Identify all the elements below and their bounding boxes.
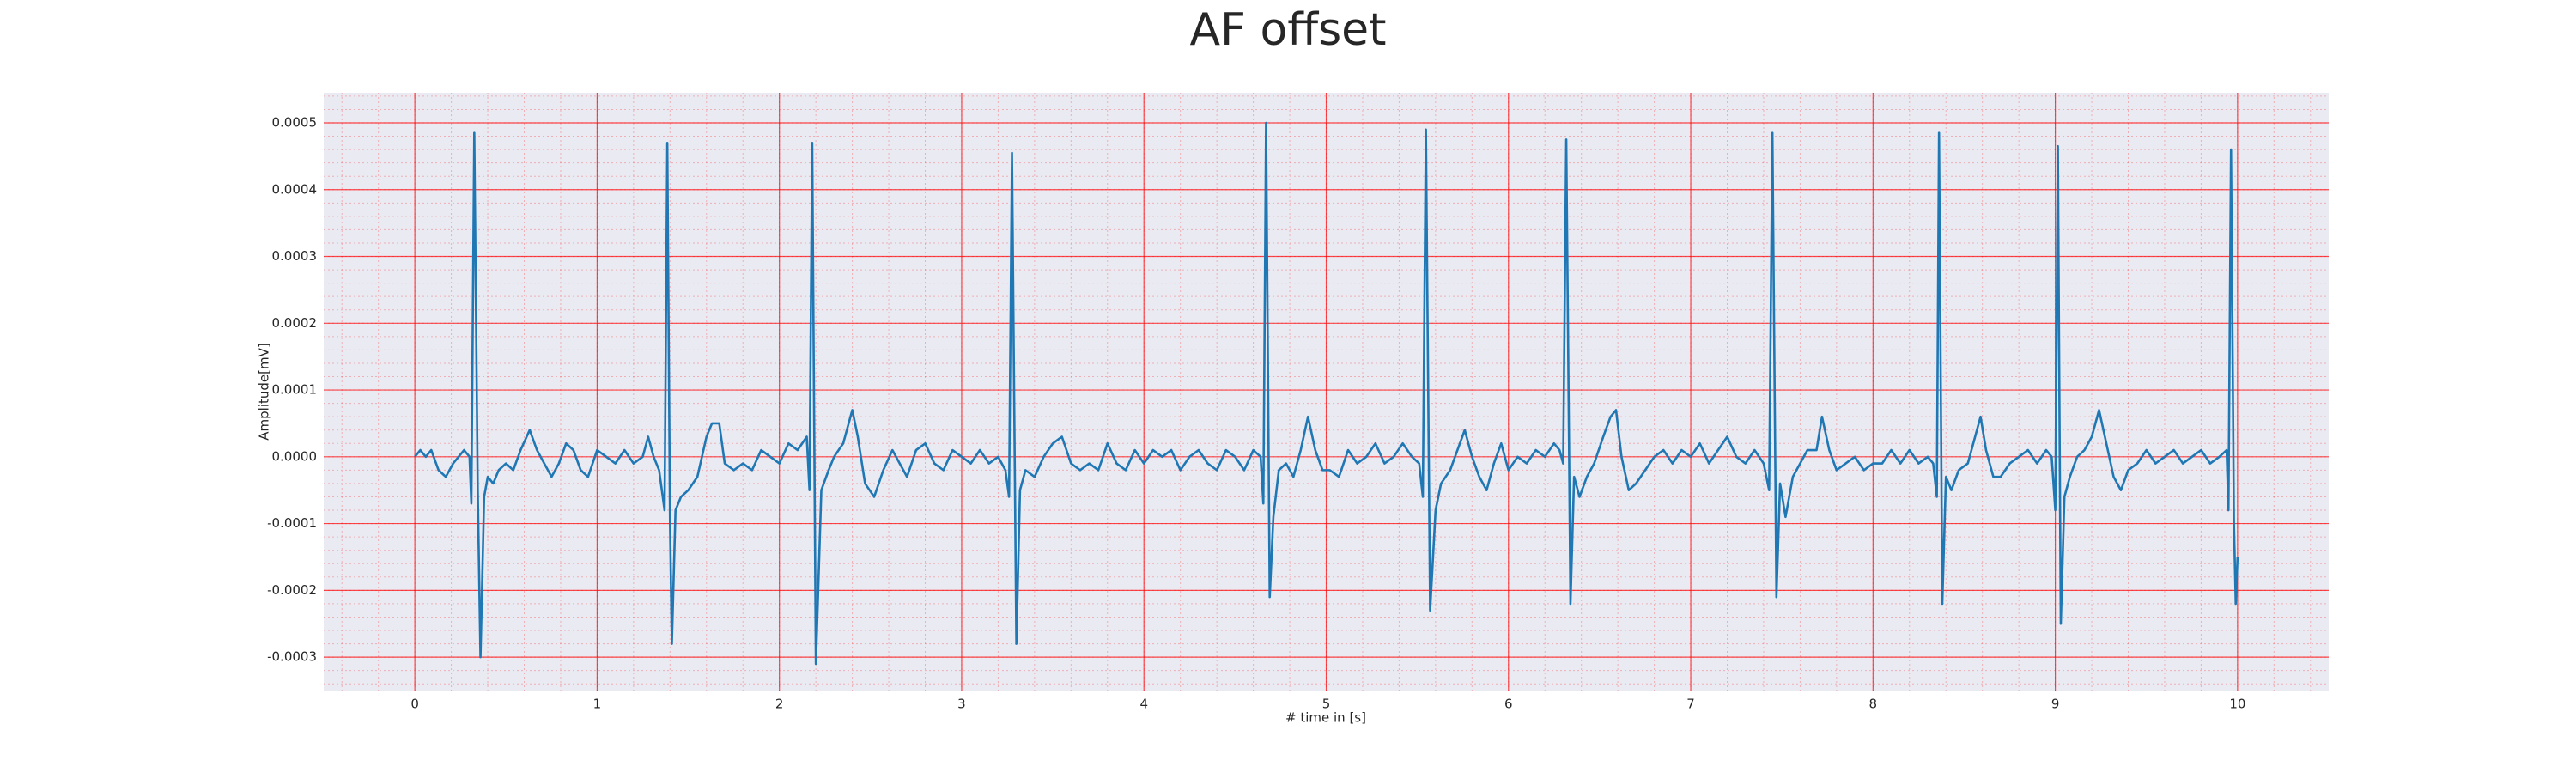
y-tick-label: 0.0004 [272, 181, 318, 197]
series [414, 121, 2239, 666]
chart-title: AF offset [1189, 4, 1386, 56]
x-tick-label: 10 [2229, 697, 2245, 712]
y-tick-label: 0.0001 [272, 382, 318, 398]
x-axis-label: # time in [s] [1285, 710, 1366, 726]
x-tick-label: 9 [2051, 697, 2060, 712]
y-tick-label: -0.0001 [267, 515, 317, 531]
x-tick-label: 8 [1869, 697, 1878, 712]
x-tick-label: 1 [593, 697, 602, 712]
y-tick-label: 0.0003 [272, 248, 318, 264]
x-tick-label: 7 [1686, 697, 1695, 712]
x-tick-label: 0 [410, 697, 419, 712]
x-tick-label: 5 [1322, 697, 1331, 712]
y-tick-label: -0.0002 [267, 582, 317, 598]
y-tick-label: -0.0003 [267, 649, 317, 665]
x-tick-label: 6 [1504, 697, 1513, 712]
y-tick-label: 0.0002 [272, 315, 318, 331]
y-axis-label: Amplitude[mV] [257, 343, 272, 440]
x-tick-label: 2 [775, 697, 784, 712]
y-tick-label: 0.0005 [272, 114, 318, 130]
y-tick-label: 0.0000 [272, 448, 318, 464]
x-tick-label: 3 [957, 697, 966, 712]
x-tick-label: 4 [1139, 697, 1148, 712]
labels: 0 1 2 3 4 5 6 7 8 9 10 -0.0003 -0.0002 -0.0001 0.0000 0… [267, 114, 2245, 711]
grid [324, 93, 2329, 691]
line-series [414, 121, 2239, 666]
